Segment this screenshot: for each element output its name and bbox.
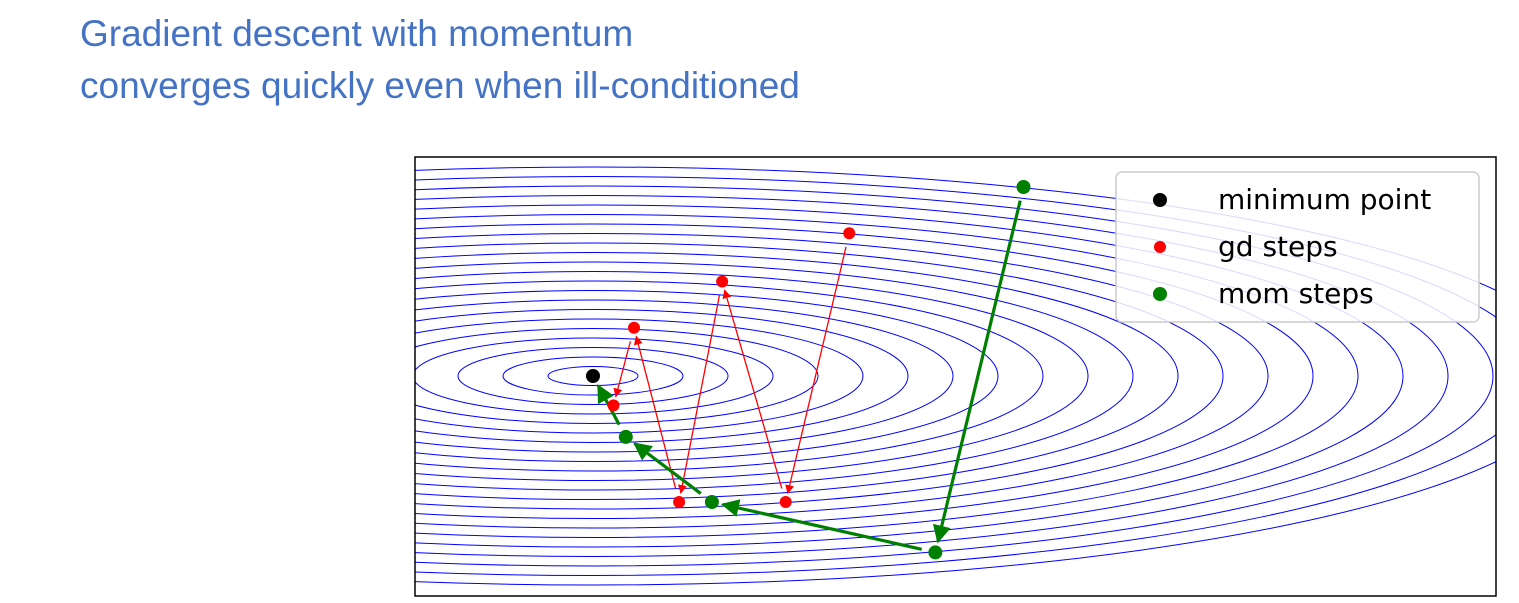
gd-arrow-4	[633, 335, 677, 489]
contour-line	[415, 290, 999, 462]
legend-label-minimum: minimum point	[1218, 183, 1431, 216]
title-line-2: converges quickly even when ill-conditio…	[80, 65, 800, 106]
contour-line	[502, 356, 684, 396]
gd-step-point	[779, 496, 792, 508]
contour-line	[415, 176, 1496, 576]
gd-arrow-5	[613, 341, 632, 398]
contour-line	[415, 299, 954, 453]
title-line-1: Gradient descent with momentum	[80, 13, 634, 54]
contour-line	[415, 185, 1494, 567]
gd-step-point	[628, 321, 640, 334]
mom-step-point	[928, 545, 943, 560]
mom-arrow-2	[720, 499, 923, 551]
legend-marker-gd	[1154, 241, 1166, 253]
contour-line	[415, 309, 909, 443]
contour-line	[415, 214, 1359, 538]
legend: minimum point gd steps mom steps	[1115, 171, 1480, 323]
mom-step-point	[618, 429, 633, 444]
contour-line	[547, 366, 639, 386]
contour-lines	[415, 166, 1496, 586]
contour-line	[415, 242, 1224, 510]
gd-step-point	[716, 275, 729, 288]
contour-line	[415, 328, 819, 424]
contour-line	[415, 223, 1314, 529]
legend-marker-mom	[1153, 287, 1167, 301]
contour-line	[415, 318, 864, 434]
contour-line	[415, 252, 1179, 500]
gd-step-point	[607, 399, 620, 412]
legend-label-mom: mom steps	[1218, 277, 1374, 310]
contour-line	[415, 204, 1404, 548]
gd-step-point	[843, 227, 856, 240]
mom-arrow-3	[633, 442, 702, 495]
gd-arrow-3	[677, 295, 721, 495]
page-title: Gradient descent with momentum converges…	[80, 8, 800, 112]
mom-step-point	[1016, 180, 1031, 194]
contour-line	[415, 166, 1496, 586]
legend-marker-minimum	[1153, 193, 1167, 207]
contour-line	[415, 233, 1269, 519]
gd-arrow-1	[785, 246, 847, 495]
legend-box	[1115, 171, 1480, 323]
data-points	[586, 180, 1031, 560]
gd-arrow-2	[722, 289, 783, 489]
mom-step-point	[704, 495, 719, 509]
contour-line	[415, 195, 1449, 557]
minimum-point	[586, 369, 600, 383]
mom-arrow-1	[932, 200, 1022, 544]
contour-line	[415, 280, 1044, 472]
gd-step-point	[673, 496, 686, 508]
legend-label-gd: gd steps	[1218, 230, 1338, 263]
contour-line	[457, 347, 729, 405]
plot-frame	[414, 156, 1497, 597]
contour-line	[415, 261, 1134, 491]
contour-line	[415, 271, 1089, 481]
gd-step-arrows	[613, 246, 847, 495]
contour-line	[415, 337, 774, 415]
